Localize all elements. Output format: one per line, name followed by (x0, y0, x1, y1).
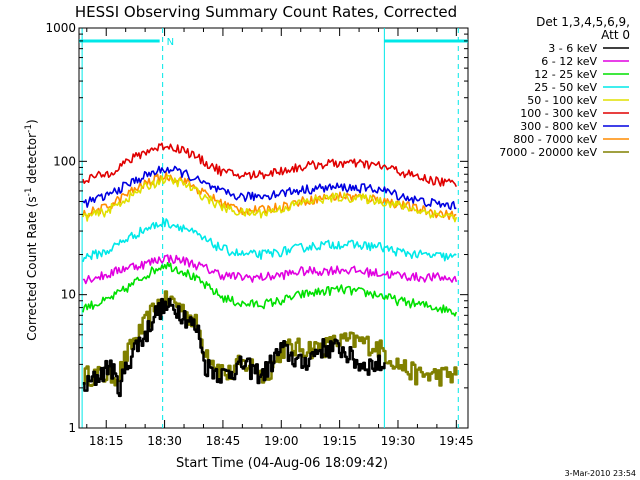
y-tick-label: 10 (61, 288, 76, 302)
y-axis-label-sup2: -1 (24, 124, 34, 133)
x-tick-label: 18:45 (206, 434, 241, 448)
y-axis-label-end: ) (25, 119, 39, 124)
series-line-2 (82, 262, 458, 317)
series-line-6 (82, 165, 457, 211)
series-line-8 (82, 290, 458, 388)
legend-label: 6 - 12 keV (541, 55, 597, 68)
y-tick-label: 100 (53, 154, 76, 168)
legend-label: 800 - 7000 keV (513, 133, 597, 146)
y-axis-label-main: Corrected Count Rate (s (25, 196, 39, 340)
plot-frame (78, 27, 469, 429)
x-axis-label: Start Time (04-Aug-06 18:09:42) (176, 456, 388, 471)
legend-header-line2: Att 0 (601, 28, 630, 42)
top-bar-label: N (167, 37, 174, 48)
series-line-3 (82, 217, 457, 263)
series-line-0 (82, 297, 386, 398)
legend-label: 50 - 100 keV (527, 94, 597, 107)
x-tick-label: 18:30 (147, 434, 182, 448)
legend-label: 7000 - 20000 keV (499, 146, 597, 159)
series-line-4 (82, 174, 458, 223)
y-axis-label: Corrected Count Rate (s-1 detector-1) (24, 119, 39, 340)
legend-label: 300 - 800 keV (520, 120, 597, 133)
legend-header-line1: Det 1,3,4,5,6,9, (536, 15, 630, 29)
x-tick-label: 19:15 (322, 434, 357, 448)
chart-title: HESSI Observing Summary Count Rates, Cor… (75, 3, 457, 21)
x-tick-label: 19:00 (264, 434, 299, 448)
y-tick-label: 1000 (45, 21, 76, 35)
y-axis-label-mid: detector (25, 133, 39, 188)
legend-label: 12 - 25 keV (534, 68, 597, 81)
legend-label: 100 - 300 keV (520, 107, 597, 120)
y-axis-label-sup1: -1 (24, 187, 34, 196)
footer-date: 3-Mar-2010 23:54 (565, 469, 636, 478)
series-line-5 (82, 142, 458, 188)
y-tick-label: 1 (68, 421, 76, 435)
legend-label: 25 - 50 keV (534, 81, 597, 94)
series-line-1 (82, 254, 458, 285)
plot-area: N 18:15 18:30 18:45 19:00 19:15 19:30 19:45 1 10… (45, 21, 473, 448)
x-tick-label: 19:30 (381, 434, 416, 448)
legend-label: 3 - 6 keV (548, 42, 597, 55)
x-tick-label: 18:15 (89, 434, 124, 448)
x-tick-label: 19:45 (439, 434, 474, 448)
